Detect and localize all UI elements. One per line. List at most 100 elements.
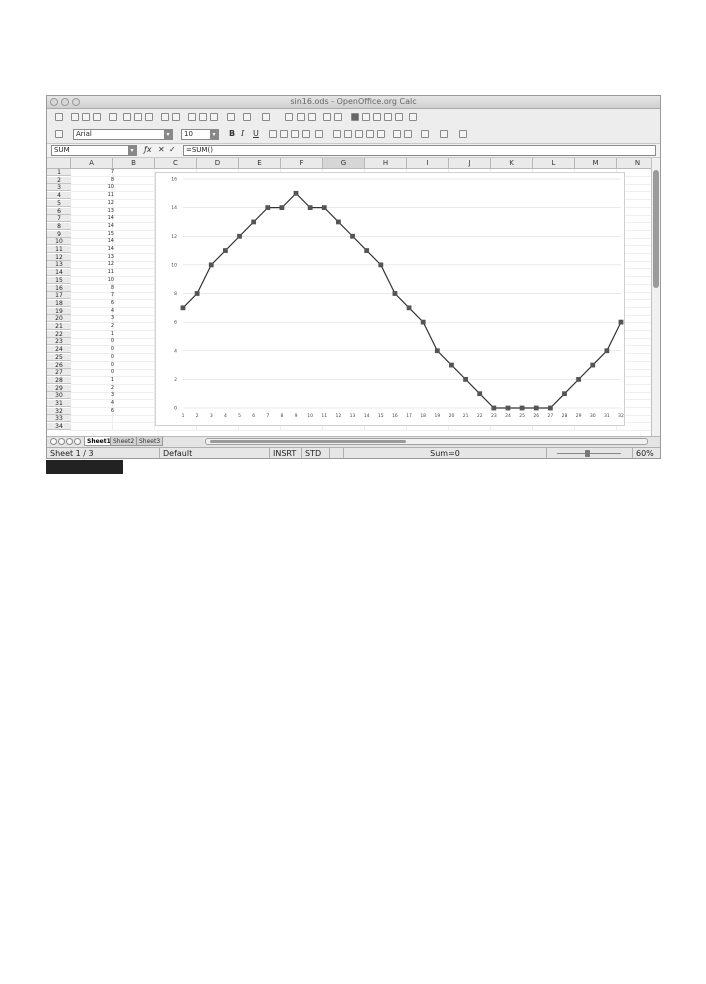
data-point[interactable] bbox=[222, 248, 228, 253]
row-header[interactable]: 9 bbox=[47, 230, 71, 238]
column-header-l[interactable]: L bbox=[533, 158, 575, 169]
styles-icon[interactable] bbox=[55, 130, 63, 138]
next-sheet-icon[interactable] bbox=[66, 438, 73, 445]
accept-icon[interactable]: ✓ bbox=[169, 145, 176, 154]
data-point[interactable] bbox=[604, 348, 610, 354]
data-point[interactable] bbox=[237, 233, 242, 239]
status-zoom[interactable]: 60% bbox=[636, 449, 654, 458]
column-header-c[interactable]: C bbox=[155, 158, 197, 169]
data-point[interactable] bbox=[449, 362, 454, 368]
export-pdf-icon[interactable] bbox=[123, 113, 131, 121]
cell-a[interactable]: 15 bbox=[107, 230, 114, 237]
row-header[interactable]: 29 bbox=[47, 384, 71, 392]
cell-a[interactable]: 0 bbox=[110, 338, 114, 345]
tab-sheet2[interactable]: Sheet2 bbox=[110, 437, 138, 446]
cell-a[interactable]: 13 bbox=[107, 207, 114, 214]
data-point[interactable] bbox=[533, 405, 539, 411]
save-icon[interactable] bbox=[82, 113, 90, 121]
first-sheet-icon[interactable] bbox=[50, 438, 57, 445]
gallery-icon[interactable] bbox=[373, 113, 381, 121]
row-header[interactable]: 4 bbox=[47, 192, 71, 200]
cell-a[interactable]: 14 bbox=[107, 215, 114, 222]
row-header[interactable]: 11 bbox=[47, 246, 71, 253]
name-box[interactable]: SUM ▾ bbox=[51, 145, 137, 156]
cell-a[interactable]: 3 bbox=[110, 392, 114, 399]
previous-sheet-icon[interactable] bbox=[58, 438, 65, 445]
data-point[interactable] bbox=[547, 405, 553, 411]
horizontal-scroll-thumb[interactable] bbox=[210, 440, 406, 443]
row-header[interactable]: 2 bbox=[47, 176, 71, 184]
data-point[interactable] bbox=[576, 376, 582, 382]
chevron-down-icon[interactable]: ▾ bbox=[210, 130, 218, 139]
add-decimal-icon[interactable] bbox=[366, 130, 374, 138]
column-header-i[interactable]: I bbox=[407, 158, 449, 169]
zoom-icon[interactable] bbox=[395, 113, 403, 121]
cell-a[interactable]: 14 bbox=[107, 246, 114, 252]
align-center-icon[interactable] bbox=[280, 130, 288, 138]
data-point[interactable] bbox=[392, 291, 398, 296]
row-header[interactable]: 32 bbox=[47, 407, 71, 415]
autospellcheck-icon[interactable] bbox=[172, 113, 180, 121]
cut-icon[interactable] bbox=[188, 113, 196, 121]
row-header[interactable]: 14 bbox=[47, 269, 71, 277]
zoom-slider[interactable] bbox=[547, 448, 633, 458]
sort-descending-icon[interactable] bbox=[308, 113, 316, 121]
cell-a[interactable]: 11 bbox=[107, 192, 114, 199]
horizontal-scrollbar[interactable] bbox=[205, 438, 648, 445]
row-header[interactable]: 5 bbox=[47, 199, 71, 207]
data-point[interactable] bbox=[279, 205, 285, 211]
sort-ascending-icon[interactable] bbox=[297, 113, 305, 121]
copy-icon[interactable] bbox=[199, 113, 207, 121]
cell-a[interactable]: 8 bbox=[110, 284, 114, 291]
data-point[interactable] bbox=[307, 205, 313, 211]
navigator-icon[interactable] bbox=[362, 113, 370, 121]
data-point[interactable] bbox=[519, 405, 525, 411]
zoom-slider-thumb[interactable] bbox=[585, 450, 590, 457]
status-page-style[interactable]: Default bbox=[160, 448, 270, 458]
column-header-j[interactable]: J bbox=[449, 158, 491, 169]
format-paintbrush-icon[interactable] bbox=[227, 113, 235, 121]
row-header[interactable]: 21 bbox=[47, 323, 71, 330]
row-header[interactable]: 18 bbox=[47, 299, 71, 307]
cell-a[interactable]: 14 bbox=[107, 238, 114, 245]
status-selection-mode[interactable]: STD bbox=[302, 448, 330, 458]
vertical-scroll-thumb[interactable] bbox=[653, 170, 659, 288]
percent-icon[interactable] bbox=[344, 130, 352, 138]
underline-button[interactable]: U bbox=[253, 129, 259, 138]
data-point[interactable] bbox=[194, 291, 200, 296]
cell-a[interactable]: 12 bbox=[107, 199, 114, 206]
redo-icon[interactable] bbox=[262, 113, 270, 121]
column-header-f[interactable]: F bbox=[281, 158, 323, 169]
cell-a[interactable]: 11 bbox=[107, 269, 114, 276]
font-size-box[interactable]: 10 ▾ bbox=[181, 129, 219, 140]
row-header[interactable]: 17 bbox=[47, 292, 71, 300]
row-header[interactable]: 22 bbox=[47, 330, 71, 338]
cell-a[interactable]: 0 bbox=[110, 369, 114, 376]
last-sheet-icon[interactable] bbox=[74, 438, 81, 445]
tab-sheet3[interactable]: Sheet3 bbox=[136, 437, 164, 446]
data-point[interactable] bbox=[293, 190, 299, 196]
justify-icon[interactable] bbox=[302, 130, 310, 138]
select-all-corner[interactable] bbox=[47, 158, 71, 169]
vertical-scrollbar[interactable] bbox=[651, 158, 660, 436]
cell-a[interactable]: 4 bbox=[110, 307, 114, 314]
spreadsheet-grid[interactable]: A B C D E F G H I J K L M N 1 7 2 8 3 10 4 11 5 12 6 13 7 14 8 14 9 15 1… bbox=[47, 158, 660, 436]
row-header[interactable]: 1 bbox=[47, 169, 71, 176]
increase-indent-icon[interactable] bbox=[404, 130, 412, 138]
status-insert-mode[interactable]: INSRT bbox=[270, 448, 302, 458]
cell-a[interactable]: 10 bbox=[107, 276, 114, 283]
formula-input[interactable]: =SUM() bbox=[183, 145, 656, 156]
decrease-indent-icon[interactable] bbox=[393, 130, 401, 138]
minimize-window-button[interactable] bbox=[61, 98, 69, 106]
row-header[interactable]: 27 bbox=[47, 369, 71, 377]
cell-a[interactable]: 1 bbox=[110, 376, 114, 383]
data-point[interactable] bbox=[491, 405, 497, 411]
data-point[interactable] bbox=[180, 305, 186, 311]
column-header-h[interactable]: H bbox=[365, 158, 407, 169]
row-header[interactable]: 30 bbox=[47, 392, 71, 400]
cell-a[interactable]: 6 bbox=[110, 299, 114, 306]
bold-button[interactable]: B bbox=[229, 129, 236, 138]
cell-a[interactable]: 12 bbox=[107, 261, 114, 268]
column-header-b[interactable]: B bbox=[113, 158, 155, 169]
data-point[interactable] bbox=[590, 362, 596, 368]
